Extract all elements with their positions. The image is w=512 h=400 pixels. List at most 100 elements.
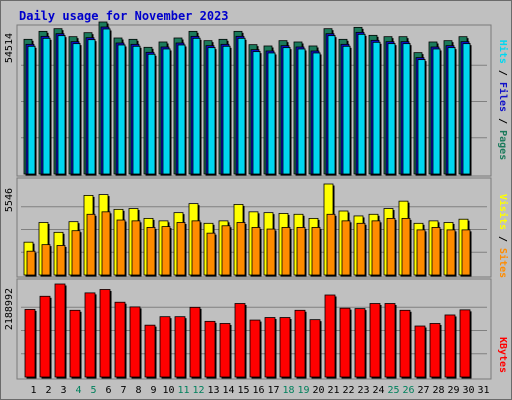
kbytes-bar	[264, 317, 276, 378]
hits-bar	[462, 43, 471, 175]
panel-2-max-label: 5546	[4, 188, 15, 212]
kbytes-bar	[309, 319, 321, 378]
sites-bar	[386, 217, 396, 276]
sites-bar	[26, 250, 36, 276]
kbytes-bar	[384, 303, 396, 378]
hits-bar	[327, 35, 336, 175]
hits-bar	[342, 45, 351, 175]
day-label: 2	[45, 385, 51, 396]
panel-1-max-label: 54514	[4, 33, 15, 63]
sites-bar	[461, 229, 471, 276]
kbytes-bar	[234, 303, 246, 378]
sites-bar	[56, 245, 66, 276]
hits-bar	[192, 37, 201, 175]
day-label: 12	[192, 385, 204, 396]
sites-bar	[131, 220, 141, 276]
panel-3: 2188992	[4, 278, 492, 380]
hits-bar	[57, 35, 66, 175]
legend-hits: Hits	[497, 40, 509, 64]
legend-pages: Pages	[497, 130, 508, 160]
legend-panel-3: KBytes	[497, 337, 508, 373]
kbytes-bar	[399, 309, 411, 378]
kbytes-bar	[189, 306, 201, 378]
day-label: 5	[90, 385, 96, 396]
kbytes-bar	[354, 308, 366, 378]
day-label: 6	[105, 385, 111, 396]
sites-bar	[356, 222, 366, 276]
day-label: 10	[162, 385, 174, 396]
day-label: 14	[222, 385, 234, 396]
kbytes-bar	[444, 314, 456, 378]
day-label: 9	[150, 385, 156, 396]
kbytes-bar	[114, 301, 126, 378]
hits-bar	[387, 43, 396, 175]
sites-bar	[101, 211, 111, 276]
day-label: 7	[120, 385, 126, 396]
hits-bar	[177, 44, 186, 175]
kbytes-bar	[24, 309, 36, 378]
hits-bar	[117, 44, 126, 175]
day-label: 24	[372, 385, 384, 396]
kbytes-bar	[174, 316, 186, 378]
panel-1: 54514	[4, 21, 492, 177]
kbytes-bar	[144, 324, 156, 378]
day-label: 13	[207, 385, 219, 396]
legend-files: Files	[497, 82, 509, 112]
kbytes-bar	[69, 309, 81, 378]
sites-bar	[446, 229, 456, 276]
hits-bar	[87, 39, 96, 175]
day-axis-labels: 1 2 3 4 5 6 7 8 9 10 11 12 13 14 15 16 17 18 19 20 21 22 23 24 2…	[30, 385, 489, 396]
day-label: 31	[477, 385, 489, 396]
kbytes-bar	[204, 320, 216, 378]
day-label: 22	[342, 385, 354, 396]
kbytes-bar	[339, 307, 351, 378]
day-label: 1	[30, 385, 36, 396]
sites-bar	[206, 232, 216, 276]
hits-bar	[402, 43, 411, 175]
hits-bar	[72, 43, 81, 175]
legend-separator: /	[497, 64, 508, 82]
hits-bar	[147, 53, 156, 175]
day-label: 19	[297, 385, 309, 396]
kbytes-bar	[429, 323, 441, 378]
kbytes-bar	[84, 292, 96, 378]
sites-bar	[191, 220, 201, 276]
hits-bar	[27, 45, 36, 175]
hits-bar	[252, 51, 261, 175]
hits-bar	[297, 48, 306, 175]
sites-bar	[251, 227, 261, 276]
kbytes-bar	[279, 317, 291, 378]
sites-bar	[296, 227, 306, 276]
hits-bar	[267, 52, 276, 175]
day-label: 16	[252, 385, 264, 396]
hits-bar	[207, 47, 216, 175]
day-label: 23	[357, 385, 369, 396]
kbytes-bar	[219, 323, 231, 378]
day-label: 25	[387, 385, 399, 396]
day-label: 20	[312, 385, 324, 396]
legend-panel-1: Hits / Files / Pages	[497, 40, 509, 160]
kbytes-bar	[414, 325, 426, 378]
kbytes-bar	[54, 283, 66, 378]
sites-bar	[236, 222, 246, 276]
chart-title: Daily usage for November 2023	[19, 9, 229, 23]
sites-bar	[326, 213, 336, 276]
kbytes-bar	[249, 319, 261, 378]
sites-bar	[371, 220, 381, 276]
hits-bar	[222, 45, 231, 175]
sites-bar	[431, 227, 441, 276]
hits-bar	[102, 28, 111, 175]
day-label: 21	[327, 385, 339, 396]
day-label: 3	[60, 385, 66, 396]
kbytes-bar	[324, 294, 336, 378]
kbytes-bar	[159, 316, 171, 378]
panel-3-max-label: 2188992	[4, 288, 15, 330]
legend-separator: /	[497, 112, 508, 130]
panel-2: 5546	[4, 177, 492, 278]
sites-bar	[311, 227, 321, 276]
sites-bar	[146, 227, 156, 276]
sites-bar	[86, 213, 96, 276]
sites-bar	[41, 244, 51, 276]
hits-bar	[237, 37, 246, 175]
